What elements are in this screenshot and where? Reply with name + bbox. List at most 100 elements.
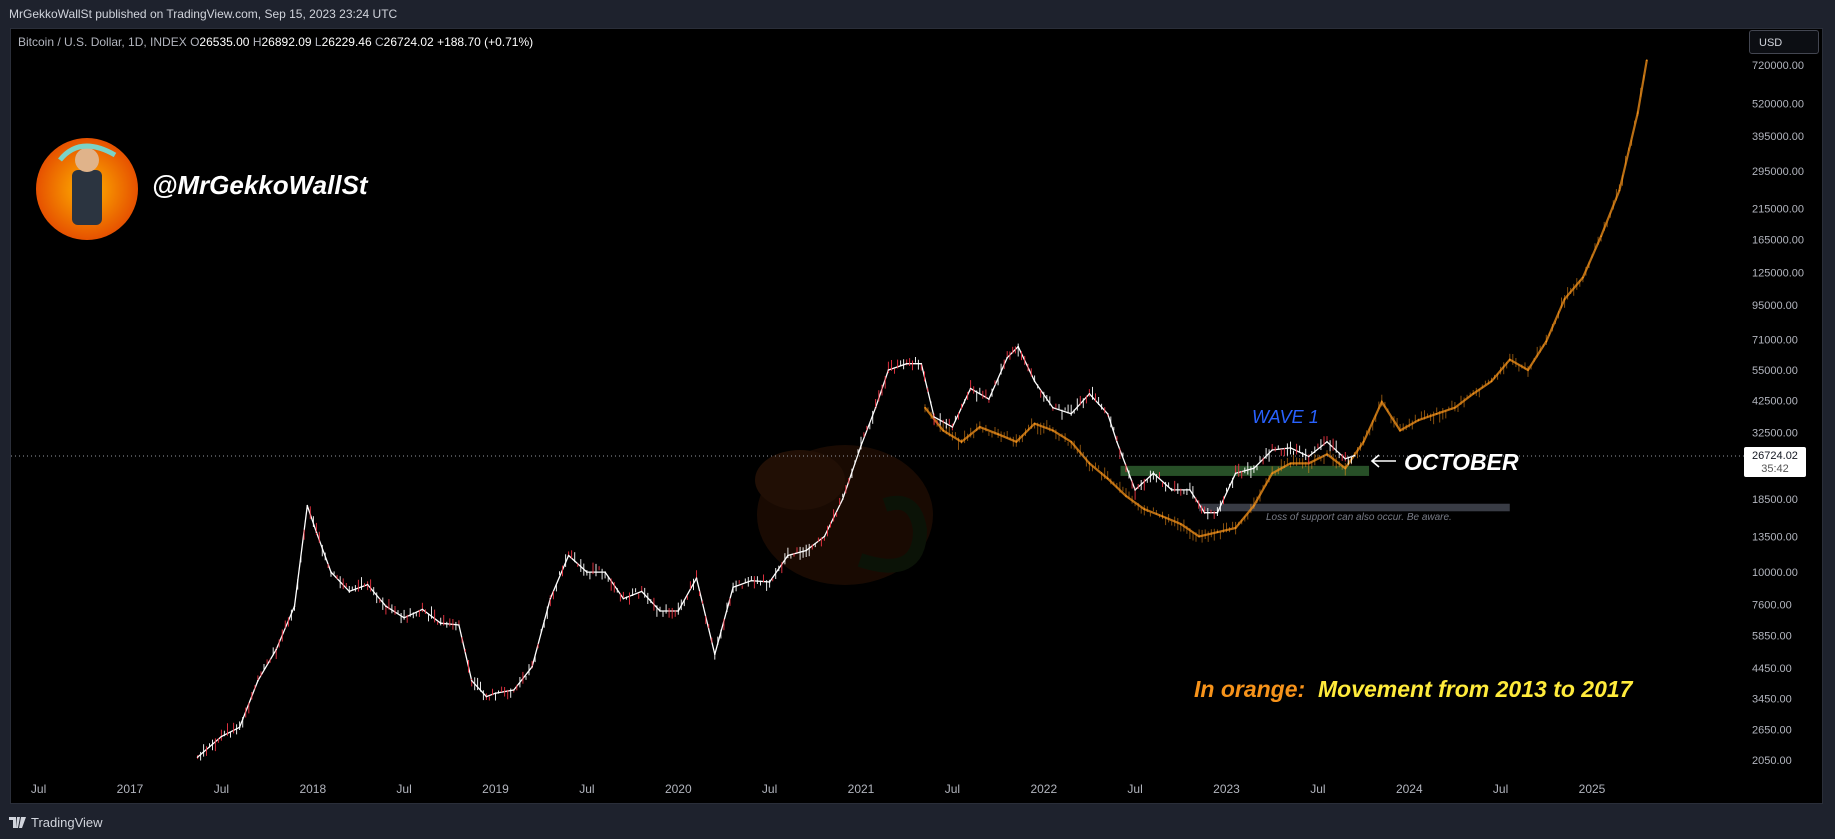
orange-fractal-point (1527, 369, 1529, 371)
x-axis-tick-label: 2021 (848, 782, 875, 796)
btc-price-point (969, 387, 972, 390)
btc-price-point (275, 648, 278, 651)
orange-fractal-point (1636, 112, 1639, 114)
btc-price-point (1271, 449, 1273, 451)
orange-fractal-point (1454, 406, 1456, 409)
orange-fractal-point (1143, 508, 1146, 511)
avatar (36, 138, 138, 240)
orange-fractal-point (1234, 527, 1237, 529)
orange-fractal-point (1563, 298, 1566, 300)
y-axis-tick-label: 4450.00 (1752, 663, 1792, 675)
btc-price-point (220, 735, 223, 738)
x-axis-tick-label: 2025 (1579, 782, 1606, 796)
wave-1-label: WAVE 1 (1252, 407, 1319, 427)
tradingview-brand: TradingView (31, 815, 103, 830)
btc-price-point (348, 590, 351, 593)
btc-price-point (860, 445, 862, 447)
x-axis-tick-label: 2024 (1396, 782, 1423, 796)
currency-button[interactable]: USD (1749, 30, 1819, 54)
y-axis-tick-label: 95000.00 (1752, 300, 1798, 312)
orange-fractal-point (1399, 429, 1401, 432)
orange-fractal-point (942, 429, 944, 432)
btc-price-point (905, 362, 908, 365)
y-axis-tick-label: 5850.00 (1752, 631, 1792, 643)
tradingview-icon (9, 817, 26, 828)
btc-price-point (1152, 472, 1155, 475)
x-axis-tick-label: 2018 (299, 782, 326, 796)
btc-price-point (315, 531, 318, 533)
orange-fractal-point (1161, 515, 1164, 518)
october-label: OCTOBER (1404, 449, 1519, 475)
chart-pane[interactable] (10, 28, 1823, 804)
btc-price-point (257, 679, 259, 682)
orange-fractal-point (1381, 401, 1383, 403)
orange-fractal-point (1509, 358, 1511, 361)
tradingview-logo[interactable]: TradingView (9, 815, 103, 830)
btc-price-point (1203, 511, 1206, 514)
btc-price-point (403, 617, 405, 619)
orange-fractal-point (1052, 429, 1054, 432)
orange-fractal-point (1289, 462, 1292, 465)
btc-price-point (887, 369, 890, 371)
symbol-legend[interactable]: Bitcoin / U.S. Dollar, 1D, INDEX O26535.… (18, 35, 533, 49)
orange-fractal-point (1435, 413, 1438, 415)
btc-price-point (366, 583, 369, 586)
y-axis-tick-label: 520000.00 (1752, 99, 1804, 111)
x-axis-tick-label: 2020 (665, 782, 692, 796)
orange-fractal-point (960, 441, 963, 443)
btc-price-point (1234, 472, 1237, 475)
btc-price-point (1189, 489, 1191, 491)
last-price-value: 26724.02 (1752, 450, 1798, 462)
btc-price-point (1307, 455, 1310, 458)
x-axis-tick-label: 2017 (117, 782, 144, 796)
orange-fractal-point (1490, 380, 1493, 383)
btc-price-point (1070, 413, 1072, 415)
orange-fractal-point (1106, 477, 1109, 480)
top-bar: MrGekkoWallSt published on TradingView.c… (0, 0, 1835, 28)
orange-fractal-point (1618, 189, 1621, 192)
high-label: H (252, 35, 262, 49)
y-axis-tick-label: 395000.00 (1752, 131, 1804, 143)
btc-price-point (1052, 406, 1054, 409)
x-axis-tick-label: 2019 (482, 782, 509, 796)
btc-price-point (513, 689, 515, 691)
btc-price-point (659, 610, 661, 612)
arrow-left-icon (1370, 454, 1396, 468)
y-axis-tick-label: 215000.00 (1752, 203, 1804, 215)
orange-fractal-line[interactable] (924, 60, 1648, 538)
btc-price-point (1116, 441, 1118, 443)
x-axis-tick-label: Jul (579, 782, 594, 796)
btc-price-point (421, 608, 424, 611)
bar-countdown: 35:42 (1761, 463, 1789, 475)
btc-price-point (238, 726, 241, 729)
btc-price-point (1253, 467, 1255, 470)
btc-price-point (494, 692, 497, 694)
orange-fractal-point (979, 426, 981, 428)
orange-fractal-point (1033, 422, 1036, 425)
y-axis-tick-label: 125000.00 (1752, 268, 1804, 280)
btc-price-point (306, 504, 309, 507)
btc-price-point (586, 571, 588, 573)
btc-price-point (1033, 380, 1036, 383)
btc-price-point (622, 597, 625, 600)
orange-fractal-point (924, 406, 926, 409)
btc-price-point (1289, 447, 1292, 449)
btc-price-point (677, 610, 680, 612)
btc-price-point (874, 406, 877, 409)
orange-fractal-point (1472, 393, 1474, 395)
orange-fractal-point (1582, 276, 1584, 279)
btc-price-point (1326, 441, 1328, 443)
y-axis-tick-label: 720000.00 (1752, 60, 1804, 72)
btc-price-point (1216, 511, 1219, 514)
risk-zone[interactable] (1199, 503, 1510, 512)
y-axis-tick-label: 2650.00 (1752, 725, 1792, 737)
orange-fractal-point (1070, 441, 1072, 443)
orange-fractal-point (1198, 535, 1200, 538)
y-axis-tick-label: 71000.00 (1752, 335, 1798, 347)
btc-price-point (1353, 454, 1356, 457)
btc-price-point (951, 426, 954, 428)
btc-price-point (549, 597, 552, 600)
btc-price-point (841, 498, 844, 500)
btc-price-point (470, 679, 473, 682)
